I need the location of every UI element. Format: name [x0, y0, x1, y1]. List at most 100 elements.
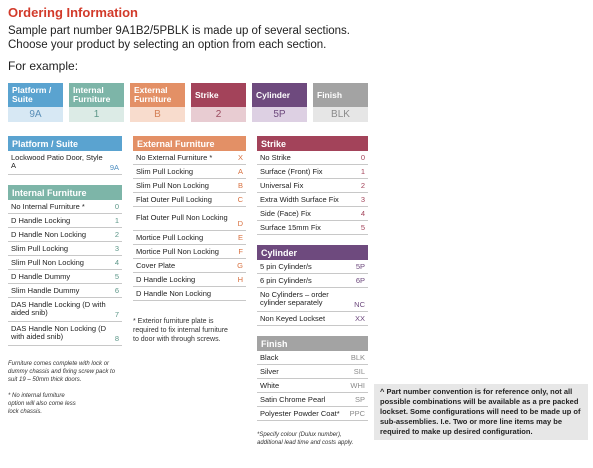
strike-option-code: 1 — [360, 166, 365, 176]
external-option-row: Mortice Pull Locking E — [133, 231, 246, 245]
internal-option-code: 8 — [114, 334, 119, 343]
external-option-code: C — [237, 194, 243, 204]
strike-option-label: Universal Fix — [260, 180, 304, 190]
internal-option-code: 0 — [114, 201, 119, 211]
cylinder-header: Cylinder — [257, 245, 368, 260]
internal-option-code: 3 — [114, 243, 119, 253]
internal-option-label: DAS Handle Locking (D with aided snib) — [11, 299, 106, 317]
internal-option-row: DAS Handle Non Locking (D with aided sni… — [8, 322, 122, 346]
strike-option-code: 0 — [360, 152, 365, 162]
finish-section: Finish Black BLK Silver SIL White WHI Satin Ch… — [257, 336, 368, 421]
internal-option-label: D Handle Non Locking — [11, 229, 87, 239]
strike-option-row: No Strike 0 — [257, 151, 368, 165]
finish-option-label: White — [260, 380, 280, 390]
sample-external-value: B — [130, 107, 185, 122]
sample-cylinder: Cylinder 5P — [252, 83, 307, 122]
sample-cylinder-value: 5P — [252, 107, 307, 122]
internal-option-row: Slim Pull Non Locking 4 — [8, 256, 122, 270]
internal-option-row: D Handle Non Locking 2 — [8, 228, 122, 242]
internal-option-code: 4 — [114, 257, 119, 267]
strike-option-row: Surface 15mm Fix 5 — [257, 221, 368, 235]
finish-option-row: Black BLK — [257, 351, 368, 365]
intro-line-2: Choose your product by selecting an opti… — [8, 39, 327, 51]
sample-internal: Internal Furniture 1 — [69, 83, 124, 122]
strike-option-label: Surface (Front) Fix — [260, 166, 323, 176]
internal-option-row: D Handle Locking 1 — [8, 214, 122, 228]
external-option-row: No External Furniture * X — [133, 151, 246, 165]
cylinder-option-code: NC — [354, 300, 365, 309]
platform-rows: Lockwood Patio Door, Style A 9A — [8, 151, 122, 175]
finish-option-label: Black — [260, 352, 279, 362]
external-option-row: Slim Pull Locking A — [133, 165, 246, 179]
external-option-code: X — [237, 152, 243, 162]
cylinder-option-code: XX — [354, 313, 365, 323]
external-section: External Furniture No External Furniture… — [133, 136, 246, 301]
sample-finish-label: Finish — [313, 83, 368, 107]
cylinder-option-row: No Cylinders – order cylinder separately… — [257, 288, 368, 312]
internal-option-label: Slim Handle Dummy — [11, 285, 80, 295]
strike-option-code: 4 — [360, 208, 365, 218]
strike-option-row: Universal Fix 2 — [257, 179, 368, 193]
platform-option-row: Lockwood Patio Door, Style A 9A — [8, 151, 122, 175]
internal-option-label: D Handle Locking — [11, 215, 71, 225]
external-option-label: No External Furniture * — [136, 152, 213, 162]
sample-finish: Finish BLK — [313, 83, 368, 122]
external-option-code: G — [237, 260, 243, 270]
finish-option-row: Silver SIL — [257, 365, 368, 379]
strike-option-label: Side (Face) Fix — [260, 208, 311, 218]
cylinder-option-label: No Cylinders – order cylinder separately — [260, 289, 329, 307]
finish-option-code: WHI — [350, 380, 365, 390]
sample-platform-value: 9A — [8, 107, 63, 122]
sample-strike-label: Strike — [191, 83, 246, 107]
external-option-label: D Handle Locking — [136, 274, 196, 284]
internal-option-label: Slim Pull Non Locking — [11, 257, 84, 267]
strike-option-row: Surface (Front) Fix 1 — [257, 165, 368, 179]
sample-finish-value: BLK — [313, 107, 368, 122]
external-rows: No External Furniture * X Slim Pull Lockin… — [133, 151, 246, 301]
internal-option-code: 5 — [114, 271, 119, 281]
cylinder-option-label: 6 pin Cylinder/s — [260, 275, 312, 285]
intro-text: Sample part number 9A1B2/5PBLK is made u… — [8, 24, 350, 52]
external-option-row: Cover Plate G — [133, 259, 246, 273]
finish-option-row: White WHI — [257, 379, 368, 393]
external-option-code: D — [237, 219, 243, 228]
external-option-row: D Handle Locking H — [133, 273, 246, 287]
finish-option-label: Silver — [260, 366, 279, 376]
intro-line-1: Sample part number 9A1B2/5PBLK is made u… — [8, 25, 350, 37]
platform-section: Platform / Suite Lockwood Patio Door, St… — [8, 136, 122, 175]
internal-option-row: D Handle Dummy 5 — [8, 270, 122, 284]
column-external: External Furniture No External Furniture… — [133, 136, 246, 344]
external-option-label: Mortice Pull Locking — [136, 232, 204, 242]
cylinder-option-code: 5P — [355, 261, 365, 271]
platform-option-code: 9A — [109, 163, 119, 172]
internal-option-code: 6 — [114, 285, 119, 295]
strike-option-label: No Strike — [260, 152, 291, 162]
finish-option-code: BLK — [350, 352, 365, 362]
internal-option-row: No Internal Furniture * 0 — [8, 200, 122, 214]
cylinder-option-label: 5 pin Cylinder/s — [260, 261, 312, 271]
sample-external: External Furniture B — [130, 83, 185, 122]
sample-cylinder-label: Cylinder — [252, 83, 307, 107]
sample-platform: Platform / Suite 9A — [8, 83, 63, 122]
cylinder-option-label: Non Keyed Lockset — [260, 313, 326, 323]
external-footnote: * Exterior furniture plate is required t… — [133, 318, 228, 343]
internal-rows: No Internal Furniture * 0 D Handle Locking… — [8, 200, 122, 346]
page-heading: Ordering Information — [8, 5, 138, 20]
strike-rows: No Strike 0 Surface (Front) Fix 1 Universal … — [257, 151, 368, 235]
strike-option-code: 2 — [360, 180, 365, 190]
cylinder-option-row: 6 pin Cylinder/s 6P — [257, 274, 368, 288]
strike-option-row: Extra Width Surface Fix 3 — [257, 193, 368, 207]
internal-option-code: 1 — [114, 215, 119, 225]
finish-option-label: Polyester Powder Coat* — [260, 408, 340, 418]
internal-option-label: Slim Pull Locking — [11, 243, 69, 253]
sample-strike: Strike 2 — [191, 83, 246, 122]
internal-option-row: Slim Handle Dummy 6 — [8, 284, 122, 298]
cylinder-option-row: 5 pin Cylinder/s 5P — [257, 260, 368, 274]
finish-option-code: SIL — [353, 366, 365, 376]
finish-option-code: SP — [354, 394, 365, 404]
cylinder-option-row: Non Keyed Lockset XX — [257, 312, 368, 326]
strike-header: Strike — [257, 136, 368, 151]
external-option-row: Flat Outer Pull Locking C — [133, 193, 246, 207]
external-option-code: A — [237, 166, 243, 176]
external-option-row: Slim Pull Non Locking B — [133, 179, 246, 193]
